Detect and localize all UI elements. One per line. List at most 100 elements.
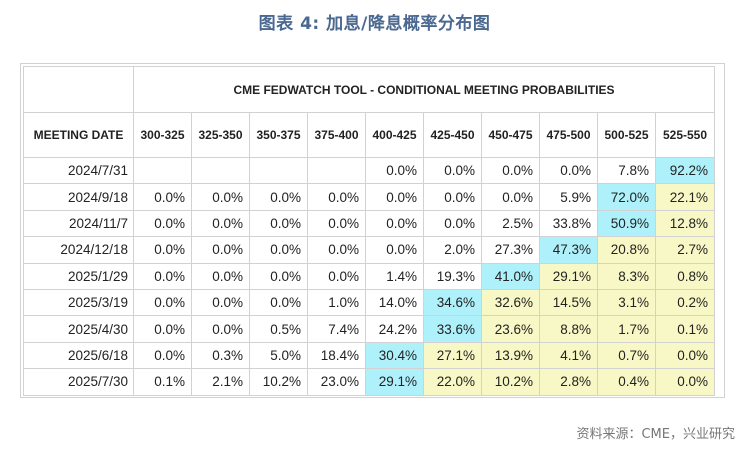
probability-cell: 47.3% <box>539 236 598 264</box>
probability-cell: 0.0% <box>423 183 482 211</box>
rate-range-header: 525-550 <box>655 112 715 158</box>
probability-cell: 2.8% <box>539 368 598 396</box>
probability-cell: 0.0% <box>249 288 308 317</box>
probability-cell: 29.1% <box>539 262 598 290</box>
probability-cell: 0.0% <box>191 288 250 317</box>
probability-cell: 4.1% <box>539 341 598 370</box>
rate-range-header: 300-325 <box>133 112 192 158</box>
probability-cell: 14.5% <box>539 288 598 317</box>
probability-cell: 33.6% <box>423 315 482 343</box>
probability-cell: 0.0% <box>133 236 192 264</box>
probability-cell: 72.0% <box>597 183 656 211</box>
probability-cell: 0.0% <box>133 341 192 370</box>
probability-cell: 92.2% <box>655 156 715 185</box>
probability-cell: 0.3% <box>191 341 250 370</box>
probability-cell: 2.7% <box>655 236 715 264</box>
probability-cell: 0.5% <box>249 315 308 343</box>
meeting-date-cell: 2025/7/30 <box>23 368 134 396</box>
probability-cell: 0.0% <box>655 368 715 396</box>
probability-cell: 0.0% <box>133 209 192 238</box>
probability-cell: 0.0% <box>423 209 482 238</box>
probability-cell: 0.0% <box>191 262 250 290</box>
table-row: 2024/7/31 0.0% 0.0% 0.0% 0.0% 7.8% 92.2% <box>23 156 715 185</box>
probability-cell: 0.4% <box>597 368 656 396</box>
probability-cell: 0.0% <box>539 156 598 185</box>
meeting-date-cell: 2025/6/18 <box>23 341 134 370</box>
blank-corner-cell <box>23 66 134 113</box>
probability-cell: 0.0% <box>307 236 366 264</box>
probability-cell: 0.0% <box>481 156 540 185</box>
probability-cell <box>307 156 366 185</box>
table-row: 2024/9/18 0.0% 0.0% 0.0% 0.0% 0.0% 0.0% 0.0% 5.9… <box>23 183 715 211</box>
table-row: 2024/12/18 0.0% 0.0% 0.0% 0.0% 0.0% 2.0% 27.3% 4… <box>23 236 715 264</box>
probability-cell: 0.0% <box>365 183 424 211</box>
probability-cell: 22.1% <box>655 183 715 211</box>
figure-title: 图表 4: 加息/降息概率分布图 <box>258 14 491 34</box>
probability-cell: 0.1% <box>655 315 715 343</box>
probability-cell: 0.0% <box>133 288 192 317</box>
probability-cell: 0.0% <box>249 183 308 211</box>
probability-cell: 12.8% <box>655 209 715 238</box>
probability-cell: 0.0% <box>249 209 308 238</box>
rate-range-header: 375-400 <box>307 112 366 158</box>
tool-header: CME FEDWATCH TOOL - CONDITIONAL MEETING … <box>133 66 715 113</box>
probability-cell: 10.2% <box>481 368 540 396</box>
probability-cell: 29.1% <box>365 368 424 396</box>
probability-cell: 0.7% <box>597 341 656 370</box>
table-row: 2025/4/30 0.0% 0.0% 0.5% 7.4% 24.2% 33.6% 23.6%… <box>23 315 715 343</box>
probability-cell: 0.0% <box>655 341 715 370</box>
probability-cell: 0.0% <box>249 262 308 290</box>
probability-cell: 1.0% <box>307 288 366 317</box>
probability-cell: 3.1% <box>597 288 656 317</box>
probability-cell: 24.2% <box>365 315 424 343</box>
probability-cell: 2.0% <box>423 236 482 264</box>
probability-cell: 19.3% <box>423 262 482 290</box>
probability-cell: 0.0% <box>423 156 482 185</box>
meeting-date-cell: 2024/12/18 <box>23 236 134 264</box>
probability-cell: 0.0% <box>191 236 250 264</box>
column-header-row: MEETING DATE 300-325 325-350 350-375 375-40… <box>23 112 715 158</box>
probability-cell: 23.6% <box>481 315 540 343</box>
probability-cell: 50.9% <box>597 209 656 238</box>
probability-cell: 0.0% <box>191 315 250 343</box>
meeting-date-cell: 2024/11/7 <box>23 209 134 238</box>
probability-cell: 5.0% <box>249 341 308 370</box>
probability-cell: 0.0% <box>307 183 366 211</box>
probability-cell: 0.0% <box>133 183 192 211</box>
probability-table-frame: CME FEDWATCH TOOL - CONDITIONAL MEETING … <box>20 63 725 398</box>
meeting-date-cell: 2025/1/29 <box>23 262 134 290</box>
table-row: 2025/7/30 0.1% 2.1% 10.2% 23.0% 29.1% 22.0% 10.… <box>23 368 715 396</box>
meeting-date-cell: 2024/9/18 <box>23 183 134 211</box>
rate-range-header: 400-425 <box>365 112 424 158</box>
probability-cell <box>191 156 250 185</box>
probability-cell: 0.0% <box>307 262 366 290</box>
probability-cell: 0.0% <box>249 236 308 264</box>
rate-range-header: 450-475 <box>481 112 540 158</box>
probability-cell: 18.4% <box>307 341 366 370</box>
probability-cell: 2.1% <box>191 368 250 396</box>
probability-cell: 34.6% <box>423 288 482 317</box>
probability-cell: 27.1% <box>423 341 482 370</box>
probability-cell: 0.0% <box>365 209 424 238</box>
probability-cell: 0.0% <box>307 209 366 238</box>
tool-header-row: CME FEDWATCH TOOL - CONDITIONAL MEETING … <box>23 66 715 113</box>
table-row: 2025/1/29 0.0% 0.0% 0.0% 0.0% 1.4% 19.3% 41.0% 2… <box>23 262 715 290</box>
probability-cell: 10.2% <box>249 368 308 396</box>
meeting-date-header: MEETING DATE <box>23 112 134 158</box>
table-row: 2025/6/18 0.0% 0.3% 5.0% 18.4% 30.4% 27.1% 13.9… <box>23 341 715 370</box>
probability-cell: 33.8% <box>539 209 598 238</box>
probability-cell: 1.7% <box>597 315 656 343</box>
probability-cell: 7.4% <box>307 315 366 343</box>
probability-cell: 27.3% <box>481 236 540 264</box>
source-note: 资料来源：CME，兴业研究 <box>576 427 735 442</box>
probability-cell: 8.8% <box>539 315 598 343</box>
probability-cell: 32.6% <box>481 288 540 317</box>
probability-cell: 0.0% <box>133 315 192 343</box>
probability-cell: 0.2% <box>655 288 715 317</box>
meeting-date-cell: 2025/4/30 <box>23 315 134 343</box>
probability-cell: 0.8% <box>655 262 715 290</box>
rate-range-header: 350-375 <box>249 112 308 158</box>
probability-cell: 13.9% <box>481 341 540 370</box>
probability-cell: 0.0% <box>191 183 250 211</box>
rate-range-header: 325-350 <box>191 112 250 158</box>
